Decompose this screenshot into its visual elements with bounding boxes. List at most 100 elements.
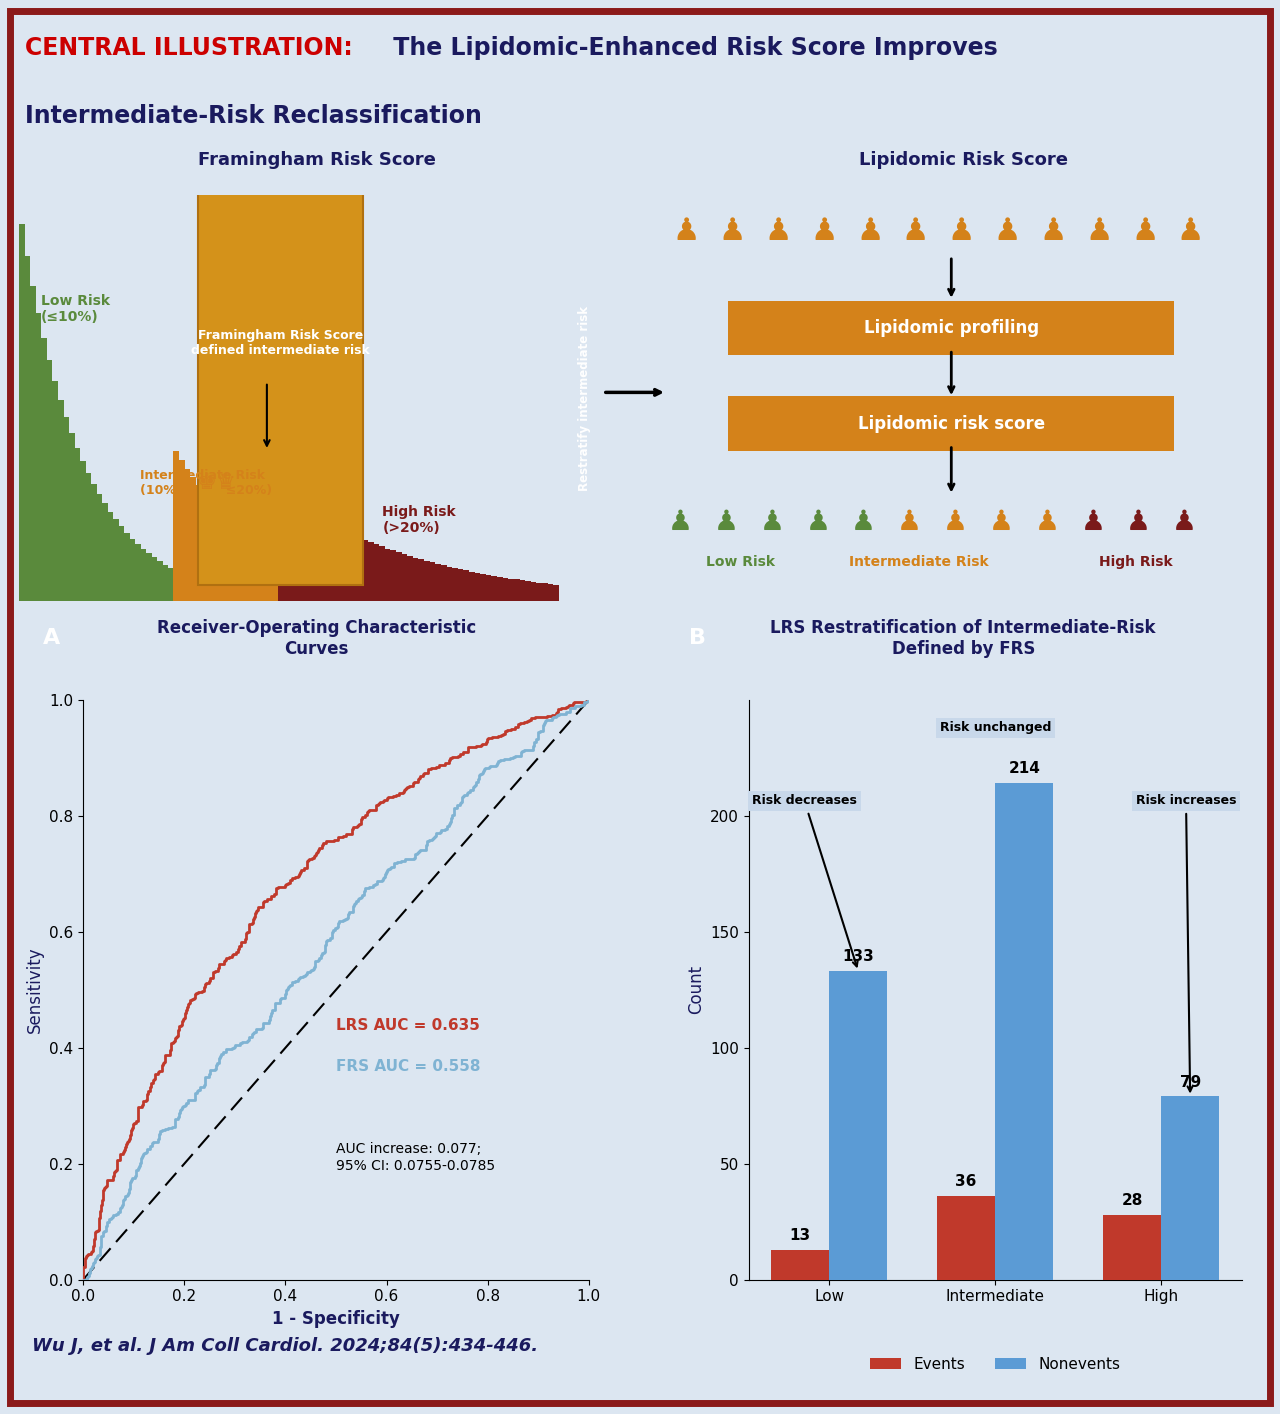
- Text: Receiver-Operating Characteristic
Curves: Receiver-Operating Characteristic Curves: [157, 619, 476, 658]
- Y-axis label: Sensitivity: Sensitivity: [26, 946, 44, 1034]
- Bar: [334, 526, 339, 601]
- Text: Risk unchanged: Risk unchanged: [940, 721, 1051, 734]
- Bar: [206, 499, 212, 601]
- Text: ♟: ♟: [805, 508, 831, 536]
- Text: Lipidomic profiling: Lipidomic profiling: [864, 320, 1039, 338]
- Bar: [19, 223, 26, 601]
- Text: LRS AUC = 0.635: LRS AUC = 0.635: [337, 1018, 480, 1034]
- Text: Framingham Risk Score: Framingham Risk Score: [198, 151, 435, 168]
- Text: Framingham Risk Score
defined intermediate risk: Framingham Risk Score defined intermedia…: [191, 329, 370, 358]
- Bar: [497, 577, 503, 601]
- Bar: [151, 557, 157, 601]
- Bar: [346, 532, 351, 601]
- Text: AUC increase: 0.077;
95% CI: 0.0755-0.0785: AUC increase: 0.077; 95% CI: 0.0755-0.07…: [337, 1143, 495, 1172]
- Bar: [475, 573, 480, 601]
- Bar: [402, 554, 407, 601]
- Bar: [278, 492, 284, 601]
- Bar: [24, 256, 31, 601]
- Bar: [525, 581, 531, 601]
- Bar: [339, 529, 346, 601]
- Text: ♟: ♟: [1132, 218, 1158, 246]
- Bar: [156, 561, 163, 601]
- Bar: [294, 503, 301, 601]
- Bar: [301, 508, 306, 601]
- Bar: [86, 472, 91, 601]
- Bar: [329, 523, 334, 601]
- Text: Intermediate-Risk Reclassification: Intermediate-Risk Reclassification: [26, 103, 483, 127]
- Bar: [468, 571, 475, 601]
- Bar: [163, 564, 168, 601]
- Text: ♟: ♟: [1126, 508, 1151, 536]
- Bar: [541, 583, 548, 601]
- Bar: [452, 568, 458, 601]
- Bar: [108, 512, 113, 601]
- Text: B: B: [690, 628, 707, 648]
- Bar: [184, 469, 191, 601]
- Bar: [396, 553, 402, 601]
- Text: A: A: [44, 628, 60, 648]
- Bar: [234, 527, 239, 601]
- Bar: [306, 510, 312, 601]
- Text: ♟: ♟: [714, 508, 739, 536]
- Bar: [323, 520, 329, 601]
- Bar: [129, 539, 136, 601]
- Text: ♟: ♟: [902, 218, 929, 246]
- Bar: [31, 286, 36, 601]
- Bar: [311, 515, 317, 601]
- Text: Intermediate Risk: Intermediate Risk: [849, 556, 988, 570]
- Bar: [357, 537, 362, 601]
- Text: Lipidomic risk score: Lipidomic risk score: [858, 414, 1044, 433]
- X-axis label: 1 - Specificity: 1 - Specificity: [273, 1309, 399, 1328]
- Text: Restratify intermediate risk: Restratify intermediate risk: [579, 305, 591, 491]
- Bar: [146, 553, 151, 601]
- Bar: [268, 551, 273, 601]
- Bar: [189, 478, 196, 601]
- Bar: [102, 503, 108, 601]
- Text: Intermediate Risk
(10%<         ≤20%): Intermediate Risk (10%< ≤20%): [141, 469, 273, 498]
- Text: Lipidomic Risk Score: Lipidomic Risk Score: [859, 151, 1068, 168]
- Bar: [52, 380, 58, 601]
- Legend: Events, Nonevents: Events, Nonevents: [864, 1352, 1126, 1379]
- Text: Risk increases: Risk increases: [1135, 795, 1236, 1092]
- Bar: [134, 544, 141, 601]
- Bar: [520, 580, 525, 601]
- Bar: [36, 312, 41, 601]
- Bar: [41, 338, 47, 601]
- Bar: [69, 433, 74, 601]
- Text: Low Risk: Low Risk: [705, 556, 774, 570]
- Bar: [273, 554, 278, 601]
- Bar: [228, 523, 234, 601]
- Bar: [503, 578, 508, 601]
- Bar: [362, 540, 367, 601]
- Bar: [463, 570, 468, 601]
- Bar: [283, 495, 289, 601]
- Bar: [113, 519, 119, 601]
- Text: ♟: ♟: [1039, 218, 1066, 246]
- Bar: [239, 532, 246, 601]
- Text: ♟: ♟: [1085, 218, 1112, 246]
- Text: FRS AUC = 0.558: FRS AUC = 0.558: [337, 1059, 480, 1075]
- Bar: [168, 568, 174, 601]
- Text: ♟: ♟: [856, 218, 883, 246]
- Text: High Risk
(>20%): High Risk (>20%): [383, 505, 456, 534]
- Bar: [223, 518, 229, 601]
- Bar: [536, 583, 541, 601]
- Bar: [58, 400, 64, 601]
- Bar: [141, 549, 146, 601]
- Bar: [218, 512, 223, 601]
- Text: ♚♛: ♚♛: [197, 474, 237, 493]
- Bar: [211, 506, 218, 601]
- Text: ♟: ♟: [897, 508, 922, 536]
- Text: ♟: ♟: [851, 508, 877, 536]
- Bar: [289, 499, 294, 601]
- Bar: [251, 540, 256, 601]
- Text: LRS Restratification of Intermediate-Risk
Defined by FRS: LRS Restratification of Intermediate-Ris…: [771, 619, 1156, 658]
- Bar: [390, 550, 396, 601]
- Bar: [173, 451, 179, 601]
- Text: ♟: ♟: [943, 508, 968, 536]
- Text: The Lipidomic-Enhanced Risk Score Improves: The Lipidomic-Enhanced Risk Score Improv…: [385, 37, 998, 61]
- Text: Wu J, et al. J Am Coll Cardiol. 2024;84(5):434-446.: Wu J, et al. J Am Coll Cardiol. 2024;84(…: [32, 1338, 538, 1355]
- Bar: [118, 526, 124, 601]
- Text: ♟: ♟: [1172, 508, 1197, 536]
- Text: 36: 36: [955, 1174, 977, 1189]
